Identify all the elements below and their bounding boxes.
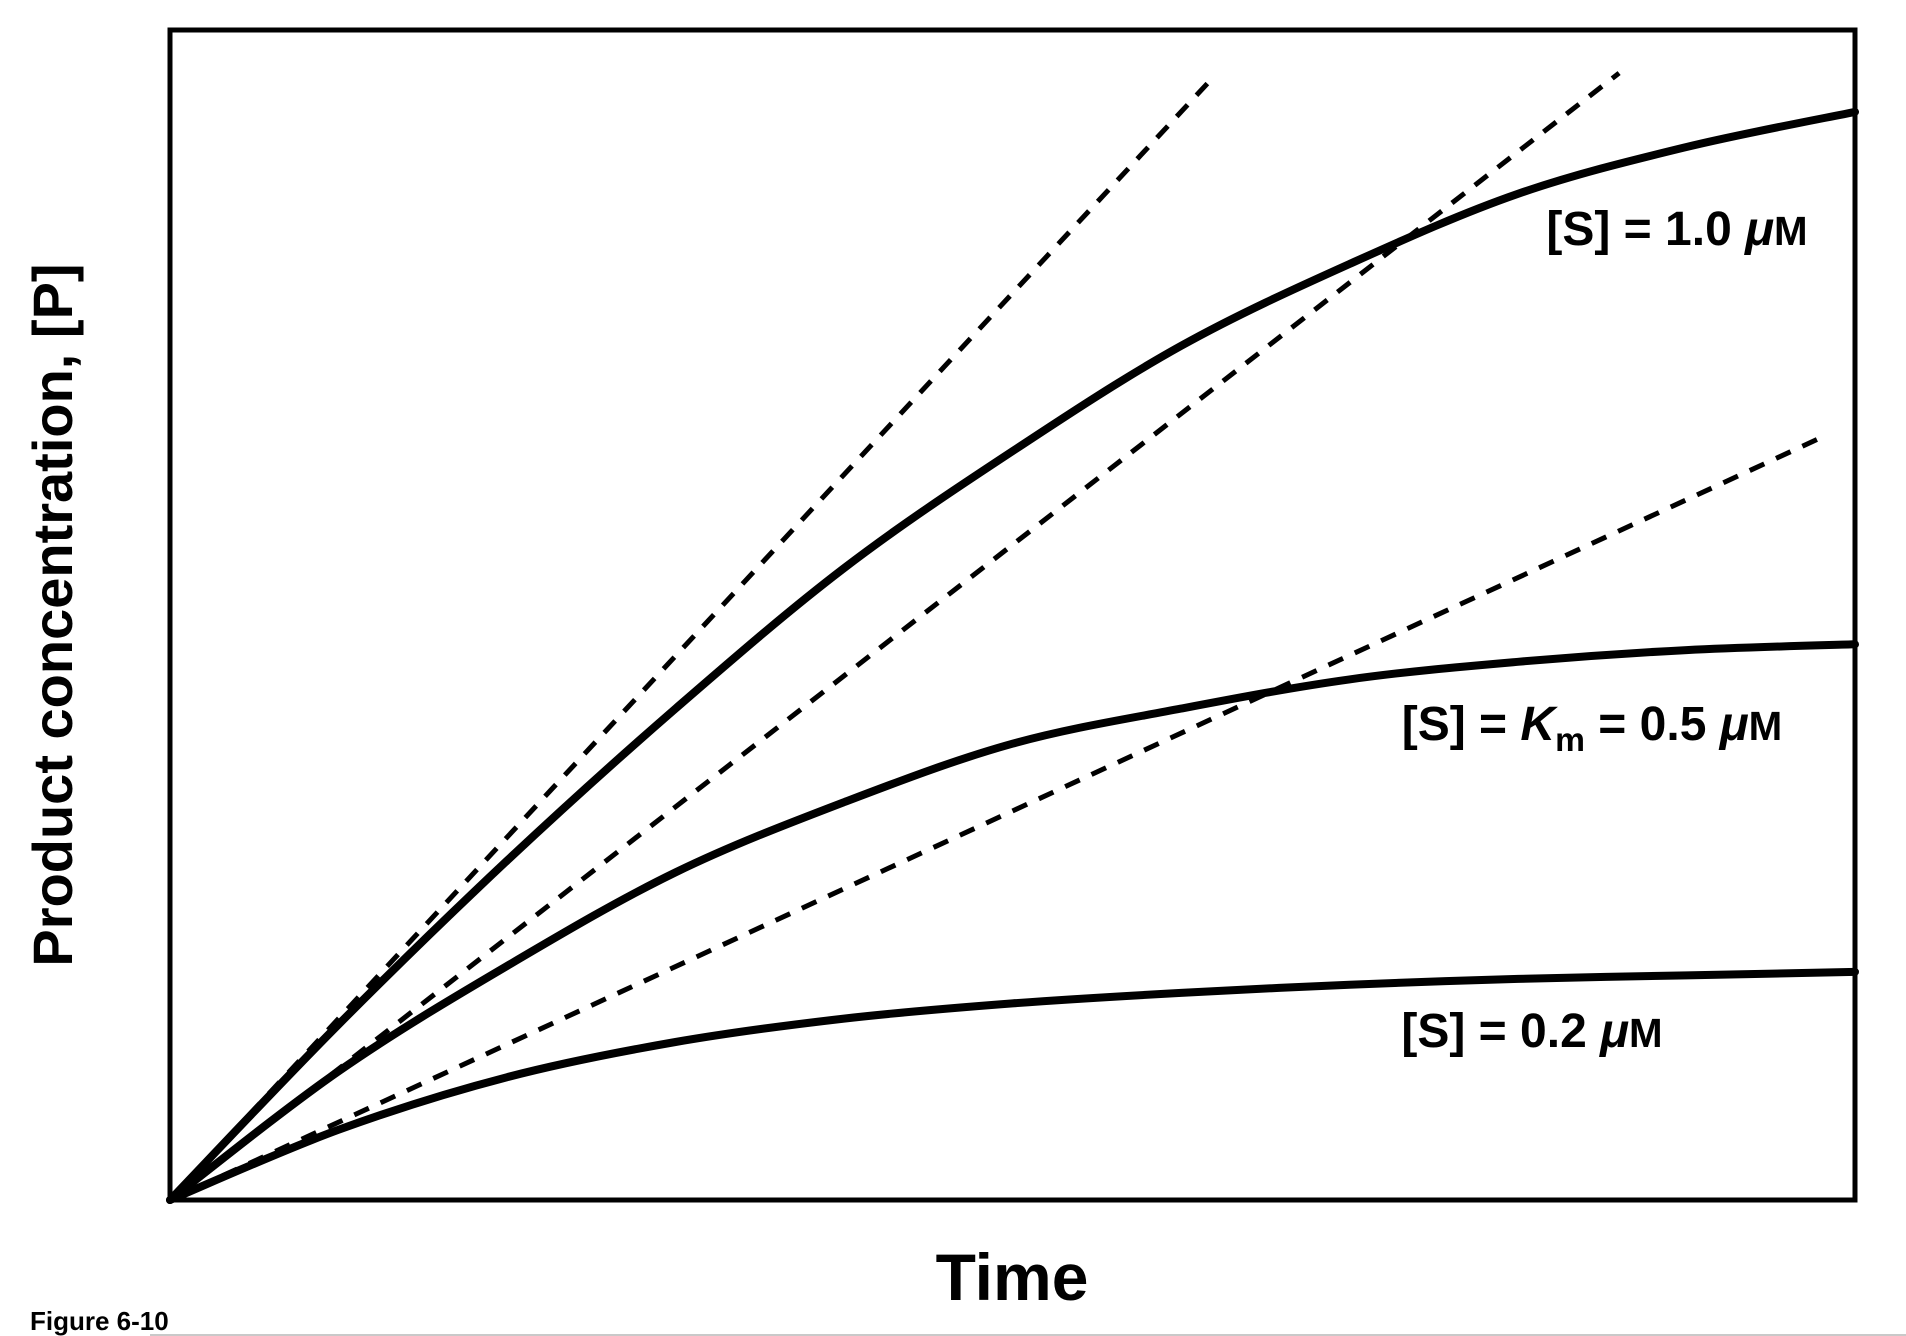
progress-curve-substrate-0.2uM [166,967,1859,1204]
series-label-0.2uM: [S] = 0.2 μM [1401,1005,1662,1058]
series-label-0.5uM-Km: [S] = Km = 0.5 μM [1402,698,1783,759]
x-axis-label: Time [936,1240,1089,1314]
initial-rate-tangent-lines [168,71,1823,1203]
progress-curve-substrate-0.5uM-equals-Km [166,640,1859,1204]
page-divider [150,1334,1906,1336]
progress-curves [166,107,1859,1204]
progress-curve-substrate-1.0uM [166,107,1859,1204]
series-label-1.0uM: [S] = 1.0 μM [1546,203,1807,256]
initial-rate-tangent-0.5uM [168,71,1621,1202]
figure-caption: Figure 6-10 [30,1306,169,1336]
y-axis-label: Product concentration, [P] [21,263,84,966]
initial-rate-tangent-0.2uM [168,435,1823,1203]
initial-rate-tangent-1.0uM [168,73,1217,1202]
